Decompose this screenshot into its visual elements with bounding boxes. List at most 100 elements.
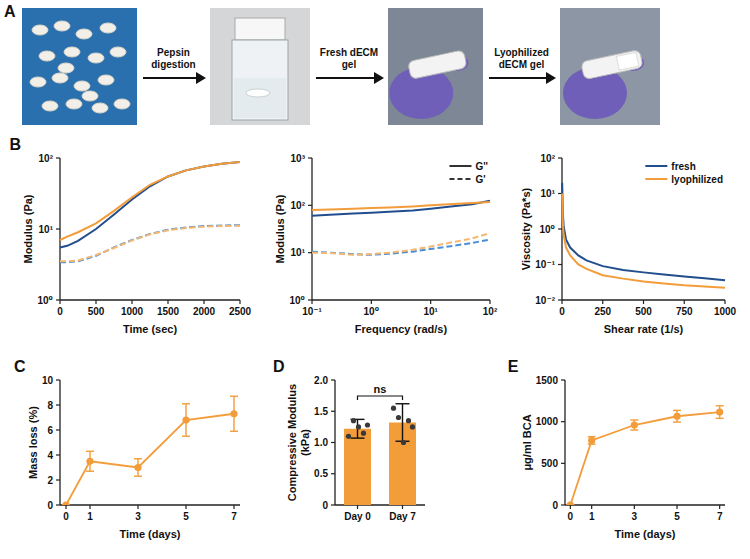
vial-cap <box>235 18 285 40</box>
significance-label: ns <box>374 383 387 395</box>
y-tick-label: 10¹ <box>39 224 54 235</box>
photo <box>210 8 310 125</box>
y-tick-label: 10⁻¹ <box>535 259 555 270</box>
error-bar <box>630 420 638 430</box>
y-tick-label: 10¹ <box>541 188 556 199</box>
error-bar-cap <box>396 403 410 404</box>
error-bar-cap <box>230 396 238 397</box>
x-tick-label: 1 <box>589 511 595 522</box>
series-line <box>60 162 240 240</box>
x-tick-label: 10¹ <box>423 306 438 317</box>
legend-swatch <box>449 178 471 180</box>
data-point <box>361 431 366 436</box>
plot-area <box>566 406 723 505</box>
y-tick-label: 8 <box>47 400 53 411</box>
y-tick-label: 1000 <box>536 416 559 427</box>
error-bar-cap <box>134 458 142 459</box>
chart: 024681001357Mass loss (%)Time (days)C <box>14 358 240 540</box>
error-bar-line <box>402 404 403 442</box>
y-tick-label: 2 <box>47 475 53 486</box>
panel-letter: A <box>4 3 16 20</box>
panel-letter: D <box>273 358 285 375</box>
legend-swatch <box>645 178 667 180</box>
x-tick-label: 1000 <box>714 306 737 317</box>
axes: 024681001357Mass loss (%)Time (days)C <box>14 358 240 540</box>
x-tick-label: 1000 <box>121 306 144 317</box>
legend: freshlyophilized <box>645 161 723 185</box>
data-point <box>391 406 396 411</box>
y-axis-title: Mass loss (%) <box>27 406 39 479</box>
tissue-piece <box>30 77 46 87</box>
x-tick-label: 0 <box>559 306 565 317</box>
axes: 10⁰10¹10²05001000150020002500Modulus (Pa… <box>9 136 251 335</box>
chart: 10⁰10¹10²05001000150020002500Modulus (Pa… <box>9 136 251 335</box>
arrow-shaft <box>316 77 376 79</box>
step-label-line: digestion <box>151 59 195 70</box>
x-tick-label: 0 <box>63 511 69 522</box>
error-bar <box>182 404 190 437</box>
arrow-head <box>546 72 556 84</box>
x-tick-label: 500 <box>88 306 105 317</box>
x-tick-label: 0 <box>57 306 63 317</box>
x-tick-label: 1500 <box>157 306 180 317</box>
x-tick-label: 5 <box>183 511 189 522</box>
data-point <box>567 501 574 505</box>
plot-area <box>62 396 238 505</box>
series-line <box>562 194 725 288</box>
y-axis-title-line: μg/ml BCA <box>521 414 533 470</box>
chart: 00.51.01.52.0Day 0Day 7Compressive Modul… <box>273 358 425 522</box>
error-bar <box>230 396 238 431</box>
y-tick-label: 10¹ <box>291 247 306 258</box>
y-tick-label: 1500 <box>536 375 559 386</box>
error-bar <box>588 437 596 445</box>
vial <box>232 40 288 120</box>
series-line <box>60 225 240 262</box>
tissue-piece <box>88 53 104 63</box>
category-label: Day 7 <box>389 511 416 522</box>
y-axis <box>59 380 60 505</box>
vial-tissue <box>246 89 270 97</box>
error-bar-cap <box>630 419 638 420</box>
chart: 05001000150001357μg/ml BCATime (days)E <box>508 358 725 540</box>
step-label-line: Pepsin <box>157 47 190 58</box>
background <box>0 0 750 559</box>
data-point <box>588 437 595 444</box>
y-tick-label: 0 <box>552 500 558 511</box>
x-axis <box>60 299 240 300</box>
tissue-piece <box>52 73 68 83</box>
x-tick-label: 3 <box>632 511 638 522</box>
data-point <box>410 424 415 429</box>
data-point <box>631 421 638 428</box>
legend: G''G' <box>449 161 488 185</box>
y-axis-title-line: (kPa) <box>299 429 311 456</box>
series-line <box>60 226 240 262</box>
error-bar-cap <box>86 471 94 472</box>
panel-letter: C <box>14 358 26 375</box>
y-axis-title: Modulus (Pa) <box>22 194 34 263</box>
photo-background <box>210 8 310 125</box>
photo-background <box>388 8 483 125</box>
x-tick-label: 3 <box>135 511 141 522</box>
x-axis <box>565 504 725 505</box>
x-tick-label: 750 <box>676 306 693 317</box>
y-tick-label: 0.5 <box>314 468 328 479</box>
axes: 00.51.01.52.0Day 0Day 7Compressive Modul… <box>273 358 425 522</box>
y-axis-title-line: Modulus (Pa) <box>274 194 286 263</box>
chart: 10⁻²10⁻¹10⁰10¹10²02505007501000Viscosity… <box>520 153 736 336</box>
tissue-piece <box>32 25 48 35</box>
axes: 10⁰10¹10²10³10⁻¹10⁰10¹10²Modulus (Pa)Fre… <box>274 153 497 336</box>
series-line <box>562 183 725 280</box>
tissue-piece <box>58 63 74 73</box>
data-point <box>134 464 141 471</box>
y-tick-label: 10² <box>39 153 54 164</box>
step-label-line: dECM gel <box>499 59 545 70</box>
tissue-piece <box>42 101 58 111</box>
error-bar-cap <box>716 418 724 419</box>
bar <box>344 429 371 505</box>
step-label: Pepsindigestion <box>151 47 195 70</box>
y-tick-label: 500 <box>541 458 558 469</box>
significance-bracket <box>358 396 403 400</box>
data-point <box>351 418 356 423</box>
y-tick-label: 10⁰ <box>289 295 305 306</box>
arrow-shaft <box>143 77 198 79</box>
